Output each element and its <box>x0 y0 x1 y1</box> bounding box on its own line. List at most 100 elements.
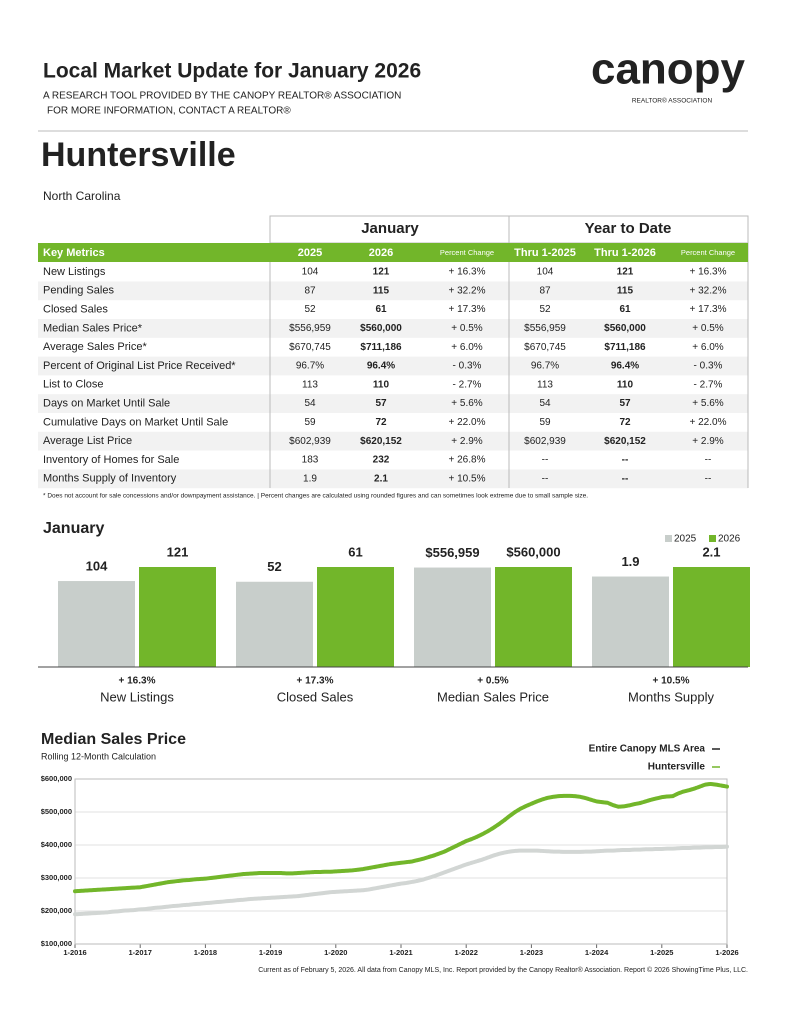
cell: 115 <box>617 285 634 296</box>
line-series <box>73 781 729 894</box>
metric-label: Pending Sales <box>43 285 114 297</box>
x-tick-label: 1-2023 <box>520 948 543 957</box>
cell: 104 <box>537 267 554 278</box>
cell: 52 <box>539 304 551 315</box>
cell: + 22.0% <box>449 417 486 428</box>
cell: 96.7% <box>531 361 559 372</box>
legend-label: 2026 <box>718 534 741 545</box>
cell: -- <box>542 455 549 466</box>
metric-label: Inventory of Homes for Sale <box>43 454 179 466</box>
line-series <box>73 844 729 917</box>
chart-title: Median Sales Price <box>41 731 186 748</box>
cell: 113 <box>302 379 318 390</box>
cell: $711,186 <box>604 342 646 353</box>
legend-swatch <box>709 535 716 542</box>
y-tick-label: $500,000 <box>41 807 72 816</box>
change-label: + 17.3% <box>297 676 334 687</box>
page-title: Local Market Update for January 2026 <box>43 60 421 83</box>
column-header: Percent Change <box>681 248 735 257</box>
cell: + 32.2% <box>690 285 727 296</box>
cell: -- <box>705 455 712 466</box>
cell: + 22.0% <box>690 417 727 428</box>
chart-subtitle: Rolling 12-Month Calculation <box>41 751 156 761</box>
bar <box>139 567 216 667</box>
bar-value-label: 61 <box>348 544 362 559</box>
cell: 96.4% <box>611 361 639 372</box>
subtitle: FOR MORE INFORMATION, CONTACT A REALTOR® <box>47 106 291 117</box>
bar-value-label: $560,000 <box>506 544 560 559</box>
bar <box>58 581 135 667</box>
bar <box>236 581 313 667</box>
cell: $620,152 <box>604 436 646 447</box>
cell: 59 <box>304 417 316 428</box>
city: Huntersville <box>41 136 236 174</box>
change-label: + 0.5% <box>477 676 509 687</box>
category-label: Months Supply <box>628 689 714 704</box>
column-header: 2025 <box>298 247 322 259</box>
cell: $556,959 <box>524 323 566 334</box>
metric-label: Months Supply of Inventory <box>43 473 177 485</box>
bar-value-label: 121 <box>167 544 189 559</box>
cell: 104 <box>302 267 319 278</box>
bar-value-label: 52 <box>267 559 281 574</box>
bar-value-label: 2.1 <box>702 544 720 559</box>
row-shade <box>38 469 748 489</box>
bar <box>592 576 669 667</box>
cell: 2.1 <box>374 473 388 484</box>
column-header: Thru 1-2025 <box>514 247 576 259</box>
cell: 121 <box>617 267 634 278</box>
cell: + 17.3% <box>690 304 727 315</box>
cell: 232 <box>373 455 390 466</box>
legend-label: Entire Canopy MLS Area <box>589 744 706 755</box>
cell: + 5.6% <box>451 398 483 409</box>
y-tick-label: $100,000 <box>41 939 72 948</box>
cell: 115 <box>373 285 390 296</box>
category-label: New Listings <box>100 689 174 704</box>
change-label: + 10.5% <box>653 676 690 687</box>
x-tick-label: 1-2017 <box>129 948 152 957</box>
cell: 72 <box>619 417 631 428</box>
x-tick-label: 1-2025 <box>650 948 673 957</box>
cell: 72 <box>375 417 387 428</box>
x-tick-label: 1-2016 <box>63 948 86 957</box>
cell: + 0.5% <box>451 323 483 334</box>
y-tick-label: $300,000 <box>41 873 72 882</box>
cell: + 2.9% <box>692 436 724 447</box>
bar <box>495 567 572 667</box>
row-shade <box>38 431 748 451</box>
subtitle: A RESEARCH TOOL PROVIDED BY THE CANOPY R… <box>43 91 401 102</box>
bar-value-label: 1.9 <box>621 554 639 569</box>
cell: 1.9 <box>303 473 317 484</box>
bar <box>673 567 750 667</box>
cell: 110 <box>373 379 390 390</box>
cell: + 6.0% <box>692 342 724 353</box>
metric-label: Median Sales Price* <box>43 322 143 334</box>
x-tick-label: 1-2019 <box>259 948 282 957</box>
x-tick-label: 1-2020 <box>324 948 347 957</box>
cell: 57 <box>619 398 631 409</box>
cell: $560,000 <box>604 323 646 334</box>
cell: 57 <box>375 398 387 409</box>
metric-label: Percent of Original List Price Received* <box>43 360 236 372</box>
bar <box>414 567 491 667</box>
row-shade <box>38 319 748 338</box>
cell: 61 <box>619 304 631 315</box>
cell: 54 <box>304 398 316 409</box>
group-header: Year to Date <box>585 220 672 237</box>
footnote: * Does not account for sale concessions … <box>43 493 588 500</box>
logo: canopy <box>591 45 746 94</box>
chart-title: January <box>43 520 104 537</box>
cell: + 10.5% <box>449 473 486 484</box>
header-band <box>38 243 748 262</box>
cell: - 0.3% <box>453 361 482 372</box>
cell: 113 <box>537 379 553 390</box>
column-header: Key Metrics <box>43 247 105 259</box>
row-shade <box>38 281 748 301</box>
cell: $670,745 <box>524 342 566 353</box>
legend-swatch <box>665 535 672 542</box>
cell: -- <box>622 455 629 466</box>
cell: 96.7% <box>296 361 324 372</box>
column-header: 2026 <box>369 247 393 259</box>
cell: $602,939 <box>289 436 331 447</box>
